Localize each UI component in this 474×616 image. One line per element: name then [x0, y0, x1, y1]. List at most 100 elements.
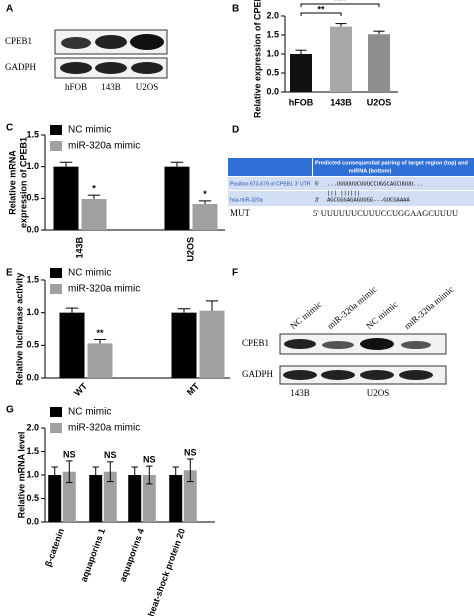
- significance-bracket: [300, 12, 342, 16]
- bar: [53, 166, 79, 230]
- blot-f: CPEB1 GADPH NC mimic miR-320a mimic NC m…: [242, 284, 456, 398]
- y-tick-label: 1.5: [26, 274, 39, 284]
- y-tick-label: 1.0: [26, 161, 39, 171]
- band: [321, 370, 355, 380]
- row-bg: [228, 191, 474, 206]
- y-tick-label: 1.0: [26, 307, 39, 317]
- mut-sequence: 5' UUUUUUCUUUCCUGGAAGCUUUU: [313, 209, 458, 218]
- legend-label: NC mimic: [68, 407, 111, 418]
- sequence: AGCGGGAGAGUUGG---GUCGAAAA: [327, 198, 410, 204]
- legend-label: miR-320a mimic: [68, 284, 140, 295]
- bar: [199, 310, 225, 378]
- x-tick-label: β-catenin: [43, 527, 66, 568]
- y-tick-label: 1.5: [26, 129, 39, 139]
- x-tick-label: U2OS: [367, 97, 392, 107]
- x-tick-label: 143B: [330, 97, 352, 107]
- sequence: ...UUUUUUCUUUCCUGGCAGCUUUU...: [327, 182, 423, 188]
- legend-label: NC mimic: [68, 125, 111, 136]
- bar: [192, 204, 218, 230]
- y-tick-label: 0.0: [26, 372, 39, 382]
- significance-label: **: [96, 328, 104, 338]
- row-label: hsa-miR-320a: [230, 197, 263, 203]
- band: [130, 34, 164, 50]
- y-axis-label: Relative luciferase activity: [14, 273, 24, 386]
- y-tick-label: 0.5: [26, 340, 39, 350]
- band: [61, 37, 91, 49]
- x-tick-label: aquaporins 4: [118, 527, 147, 583]
- bar: [89, 475, 103, 522]
- significance-label: *: [203, 189, 207, 199]
- x-tick-label: WT: [72, 381, 89, 398]
- significance-label: NS: [143, 454, 156, 464]
- legend-swatch: [50, 407, 62, 417]
- band: [360, 338, 394, 350]
- y-tick-label: 0.5: [266, 67, 279, 77]
- panel-label: B: [232, 4, 239, 15]
- y-tick-label: 0.0: [26, 224, 39, 234]
- header-text: miRNA (bottom): [349, 168, 392, 174]
- x-tick-label: U2OS: [185, 237, 195, 262]
- group-label: U2OS: [367, 388, 390, 398]
- blot-row-label: CPEB1: [5, 36, 32, 46]
- bar: [330, 26, 352, 92]
- blot-row-label: GADPH: [242, 369, 274, 379]
- bar: [290, 54, 312, 92]
- blot-row-label: CPEB1: [242, 338, 269, 348]
- bar: [62, 471, 76, 522]
- y-tick-label: 0.0: [26, 516, 39, 526]
- legend-swatch: [50, 125, 62, 135]
- y-axis-label: Relative expression of CPEB1: [252, 0, 262, 118]
- panel-label: E: [6, 268, 13, 279]
- legend-swatch: [50, 284, 62, 294]
- lane-label: NC mimic: [288, 299, 323, 331]
- panel-label: C: [6, 123, 13, 134]
- pairing: ||| ||||||: [327, 191, 360, 197]
- y-tick-label: 1.5: [266, 29, 279, 39]
- panel-label: F: [232, 268, 238, 279]
- header-cell: [313, 158, 474, 176]
- y-tick-label: 0.5: [26, 493, 39, 503]
- blot-row-label: GADPH: [5, 62, 37, 72]
- lane-label: hFOB: [65, 82, 87, 92]
- band: [95, 62, 127, 74]
- legend-swatch: [50, 268, 62, 278]
- legend-label: miR-320a mimic: [68, 141, 140, 152]
- row-bg: [228, 177, 474, 190]
- lane-label: NC mimic: [364, 299, 399, 331]
- significance-label: ***: [335, 0, 346, 5]
- legend-swatch: [50, 141, 62, 151]
- bar: [171, 312, 197, 378]
- x-tick-label: heat-shock protein 20: [146, 527, 187, 616]
- significance-label: NS: [63, 449, 76, 459]
- band: [284, 339, 316, 349]
- y-tick-label: 0.5: [26, 193, 39, 203]
- sequence-table: Predicted consequential pairing of targe…: [228, 158, 474, 218]
- band: [322, 341, 354, 349]
- band: [60, 62, 92, 74]
- band: [283, 370, 317, 380]
- group-label: 143B: [290, 388, 310, 398]
- panel-label: A: [6, 4, 13, 15]
- mut-label: MUT: [230, 208, 251, 218]
- legend-swatch: [50, 423, 62, 433]
- significance-label: **: [317, 4, 325, 14]
- band: [95, 35, 127, 49]
- legend-label: NC mimic: [68, 268, 111, 279]
- header-text: Predicted consequential pairing of targe…: [315, 160, 468, 166]
- significance-label: *: [92, 184, 96, 194]
- y-tick-label: 2.0: [266, 10, 279, 20]
- lane-label: U2OS: [136, 82, 159, 92]
- y-tick-label: 0.0: [266, 86, 279, 96]
- bar: [142, 475, 156, 522]
- band: [399, 370, 433, 380]
- bar: [164, 166, 190, 230]
- bar: [183, 470, 197, 522]
- bar: [59, 312, 85, 378]
- x-tick-label: hFOB: [289, 97, 314, 107]
- y-tick-label: 1.0: [266, 48, 279, 58]
- bar: [87, 343, 113, 378]
- significance-bracket: [300, 3, 380, 7]
- panel-label: D: [232, 125, 239, 136]
- panel-label: G: [6, 405, 14, 416]
- x-tick-label: aquaporins 1: [79, 527, 108, 583]
